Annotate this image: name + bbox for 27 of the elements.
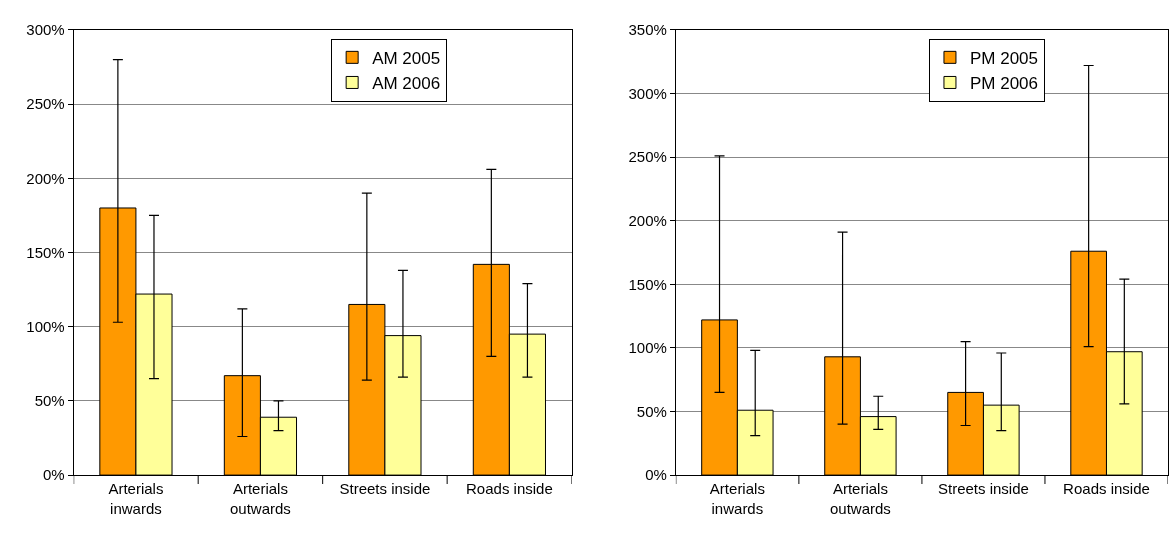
x-tick-label: Arterials inwards: [709, 480, 765, 517]
x-tick-label: Arterials outwards: [829, 480, 891, 517]
x-tick-label: Arterials outwards: [229, 480, 291, 517]
legend-label: AM 2006: [372, 74, 441, 94]
y-tick-label: 100%: [26, 317, 65, 335]
y-tick-label: 250%: [26, 95, 65, 113]
y-tick-label: 100%: [628, 339, 667, 357]
y-tick-label: 250%: [628, 148, 667, 166]
y-tick-label: 300%: [26, 21, 65, 39]
y-tick-label: 200%: [26, 169, 65, 187]
y-tick-label: 300%: [628, 84, 667, 102]
y-tick-label: 350%: [628, 21, 667, 39]
legend-label: AM 2005: [372, 48, 441, 68]
x-tick-label: Streets inside: [937, 480, 1029, 498]
y-tick-label: 150%: [26, 243, 65, 261]
y-tick-label: 50%: [34, 392, 65, 410]
legend-label: PM 2006: [969, 74, 1039, 94]
y-tick-label: 200%: [628, 211, 667, 229]
x-tick-label: Streets inside: [339, 480, 431, 498]
legend-label: PM 2005: [969, 48, 1039, 68]
x-tick-label: Roads inside: [466, 480, 553, 498]
x-tick-label: Arterials inwards: [108, 480, 164, 517]
y-tick-label: 0%: [43, 466, 65, 484]
x-tick-label: Roads inside: [1063, 480, 1150, 498]
y-tick-label: 150%: [628, 275, 667, 293]
y-tick-label: 0%: [645, 466, 667, 484]
y-tick-label: 50%: [636, 402, 667, 420]
